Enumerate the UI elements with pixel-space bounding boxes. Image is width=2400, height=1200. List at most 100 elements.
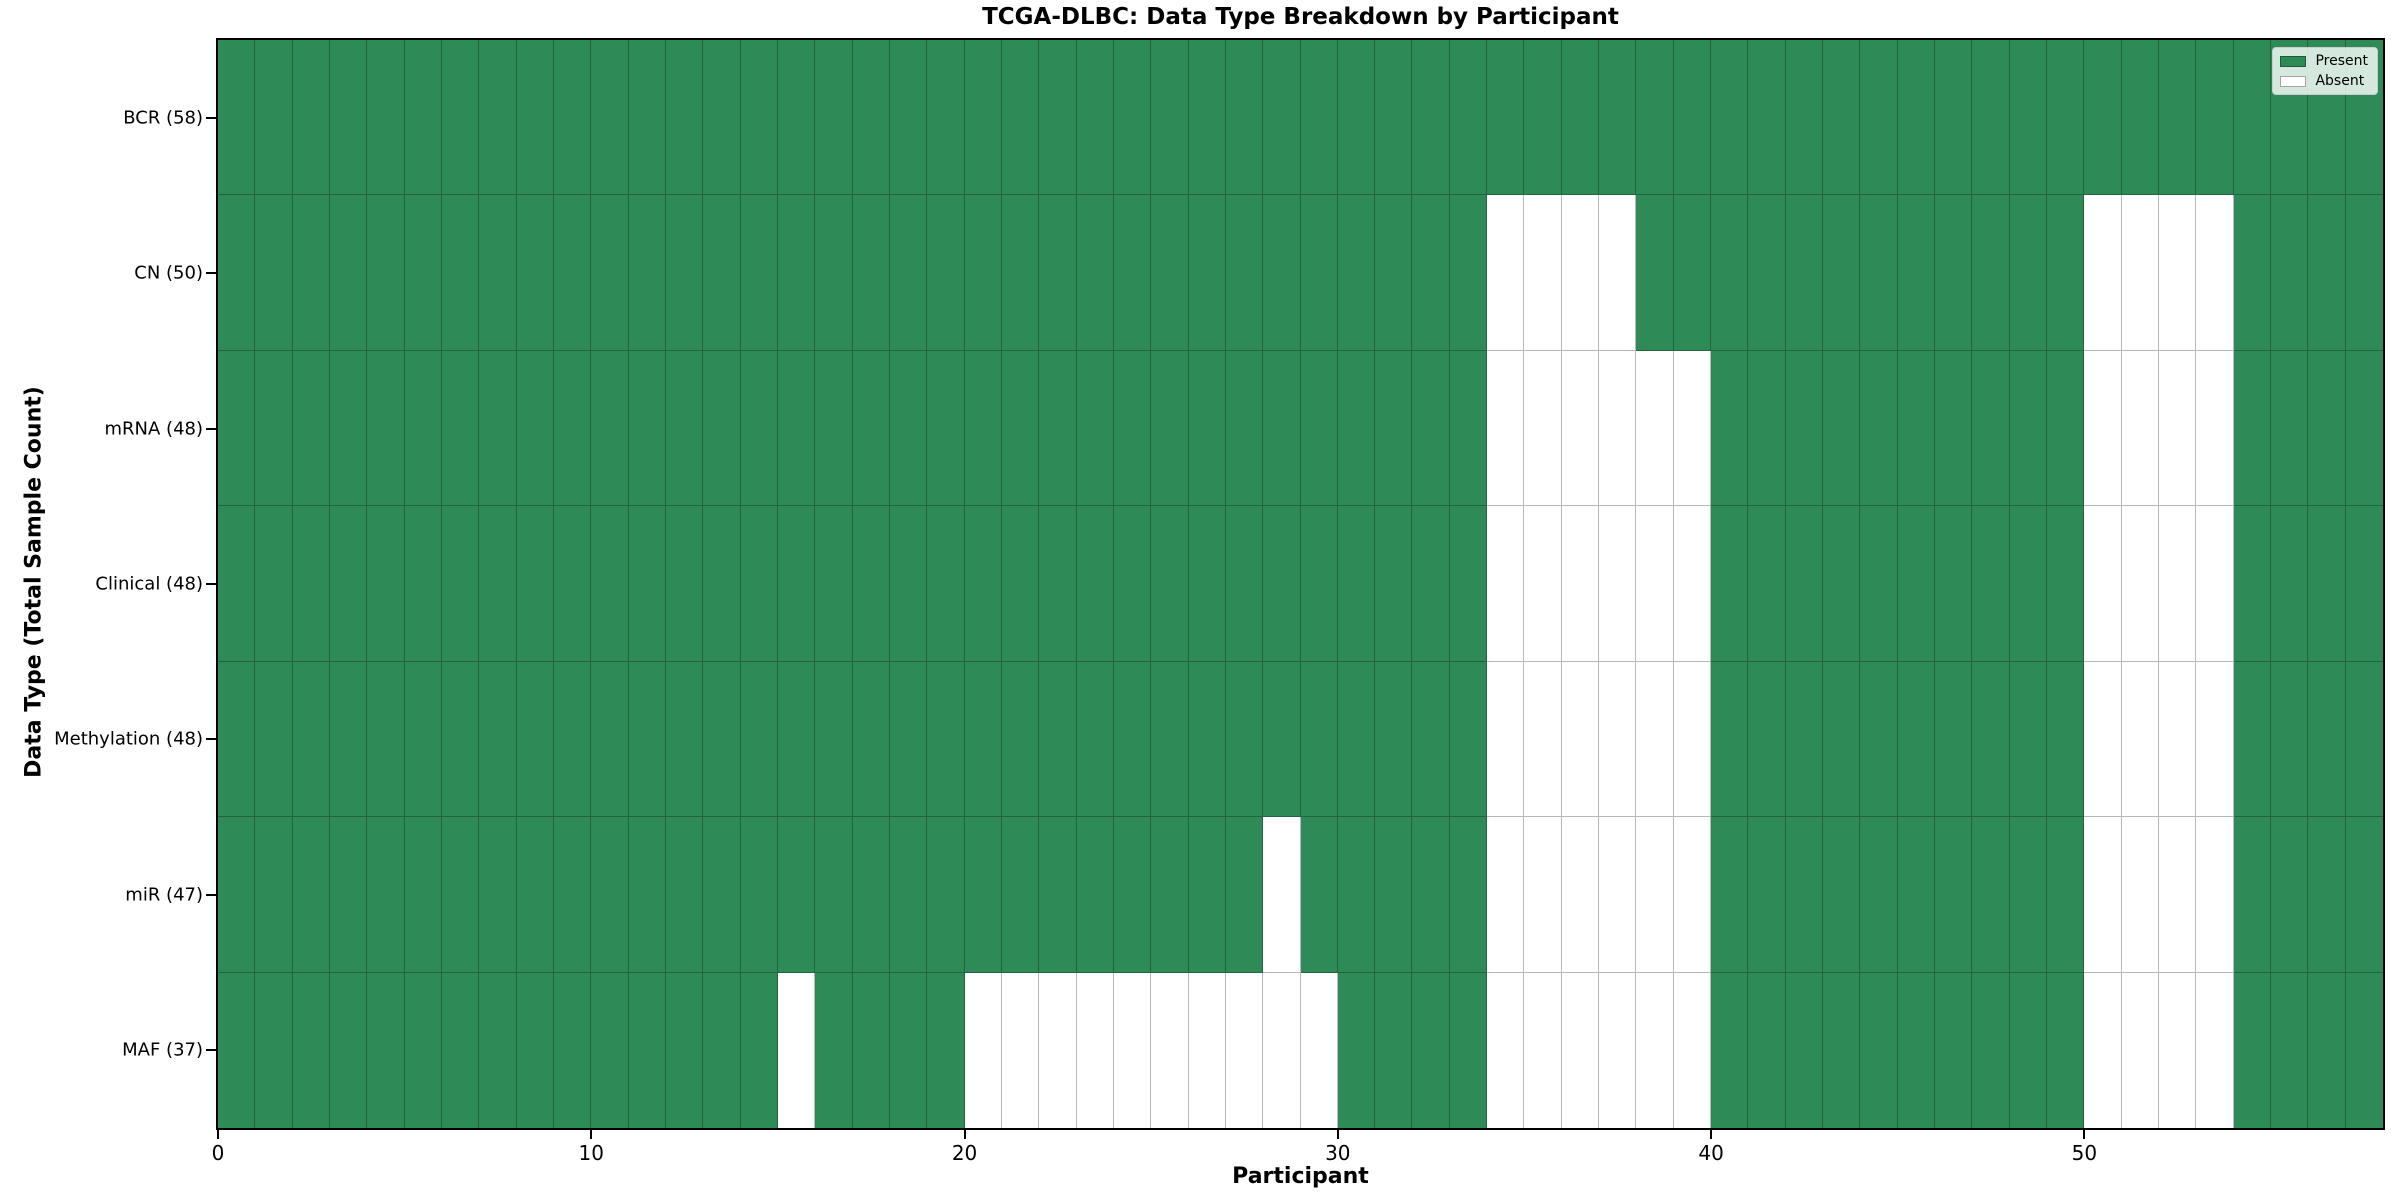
heatmap-cell — [1151, 506, 1189, 662]
heatmap-cell — [964, 40, 1002, 196]
heatmap-cell — [2047, 817, 2085, 973]
legend-swatch-absent — [2280, 75, 2307, 87]
heatmap-cell — [1039, 40, 1077, 196]
legend: Present Absent — [2272, 47, 2378, 95]
heatmap-cell — [815, 506, 853, 662]
heatmap-cell — [1748, 506, 1786, 662]
heatmap-cell — [1151, 817, 1189, 973]
heatmap-cell — [1972, 350, 2010, 507]
heatmap-cell — [1151, 972, 1189, 1128]
heatmap-cell — [1599, 195, 1637, 351]
heatmap-cell — [553, 506, 592, 662]
heatmap-cell — [1599, 972, 1637, 1128]
heatmap-cell — [2271, 195, 2309, 351]
heatmap-cell — [441, 817, 480, 973]
heatmap-cell — [255, 40, 293, 196]
heatmap-cell — [516, 350, 554, 507]
heatmap-cell — [964, 661, 1002, 818]
heatmap-cell — [1711, 972, 1749, 1128]
plot-area: Present Absent — [216, 38, 2385, 1130]
heatmap-cell — [1300, 506, 1338, 662]
heatmap-cell — [404, 40, 442, 196]
heatmap-cell — [2271, 661, 2309, 818]
heatmap-cell — [628, 506, 666, 662]
heatmap-cell — [553, 40, 592, 196]
heatmap-cell — [1263, 972, 1301, 1128]
heatmap-cell — [2084, 195, 2122, 351]
heatmap-cell — [1785, 506, 1824, 662]
heatmap-cell — [1711, 195, 1749, 351]
heatmap-cell — [2233, 195, 2272, 351]
heatmap-cell — [591, 350, 629, 507]
heatmap-cell — [665, 40, 704, 196]
heatmap-cell — [479, 661, 517, 818]
heatmap-cell — [1113, 972, 1152, 1128]
heatmap-cell — [516, 195, 554, 351]
heatmap-cell — [2308, 350, 2346, 507]
heatmap-cell — [1487, 506, 1525, 662]
heatmap-cell — [479, 195, 517, 351]
heatmap-cell — [329, 506, 368, 662]
heatmap-cell — [2009, 972, 2048, 1128]
heatmap-cell — [255, 350, 293, 507]
heatmap-cell — [889, 972, 928, 1128]
heatmap-cell — [1935, 506, 1973, 662]
heatmap-cell — [1375, 40, 1413, 196]
heatmap-cell — [1001, 40, 1040, 196]
heatmap-cell — [1748, 661, 1786, 818]
heatmap-cell — [777, 817, 816, 973]
heatmap-cell — [628, 661, 666, 818]
heatmap-cell — [2159, 350, 2197, 507]
heatmap-cell — [1076, 661, 1114, 818]
x-tick-mark — [590, 1130, 593, 1139]
heatmap-cell — [1785, 661, 1824, 818]
heatmap-cell — [1524, 817, 1562, 973]
heatmap-cell — [255, 972, 293, 1128]
heatmap-cell — [1748, 40, 1786, 196]
heatmap-cell — [1113, 817, 1152, 973]
heatmap-cell — [1188, 195, 1226, 351]
heatmap-cell — [1337, 195, 1376, 351]
heatmap-cell — [2196, 661, 2234, 818]
heatmap-cell — [479, 40, 517, 196]
heatmap-cell — [1039, 350, 1077, 507]
heatmap-cell — [2196, 972, 2234, 1128]
heatmap-cell — [889, 817, 928, 973]
heatmap-cell — [441, 972, 480, 1128]
heatmap-cell — [2345, 661, 2383, 818]
heatmap-cell — [2196, 350, 2234, 507]
heatmap-cell — [2084, 40, 2122, 196]
heatmap-cell — [1001, 972, 1040, 1128]
heatmap-cell — [2084, 506, 2122, 662]
heatmap-cell — [1673, 40, 1712, 196]
x-tick-mark — [963, 1130, 966, 1139]
heatmap-cell — [1561, 350, 1600, 507]
heatmap-cell — [1151, 195, 1189, 351]
heatmap-cell — [1487, 817, 1525, 973]
heatmap-cell — [1076, 350, 1114, 507]
legend-swatch-present — [2280, 55, 2307, 67]
heatmap-cell — [964, 506, 1002, 662]
heatmap-cell — [2308, 661, 2346, 818]
heatmap-cell — [1449, 350, 1488, 507]
heatmap-cell — [2159, 506, 2197, 662]
y-tick-label: mRNA (48) — [104, 418, 204, 440]
heatmap-cell — [1225, 195, 1264, 351]
heatmap-cell — [1487, 195, 1525, 351]
heatmap-cell — [1673, 661, 1712, 818]
heatmap-cell — [740, 506, 778, 662]
heatmap-cell — [292, 817, 330, 973]
heatmap-cell — [1897, 195, 1936, 351]
heatmap-cell — [815, 817, 853, 973]
heatmap-cell — [553, 661, 592, 818]
heatmap-cell — [516, 40, 554, 196]
heatmap-cell — [1337, 661, 1376, 818]
heatmap-cell — [2196, 506, 2234, 662]
legend-label: Present — [2315, 53, 2368, 69]
x-tick-mark — [2083, 1130, 2086, 1139]
heatmap-cell — [2159, 195, 2197, 351]
heatmap-cell — [2121, 350, 2160, 507]
y-tick-label: BCR (58) — [123, 107, 203, 129]
chart-title: TCGA-DLBC: Data Type Breakdown by Partic… — [982, 4, 1619, 30]
heatmap-cell — [889, 195, 928, 351]
